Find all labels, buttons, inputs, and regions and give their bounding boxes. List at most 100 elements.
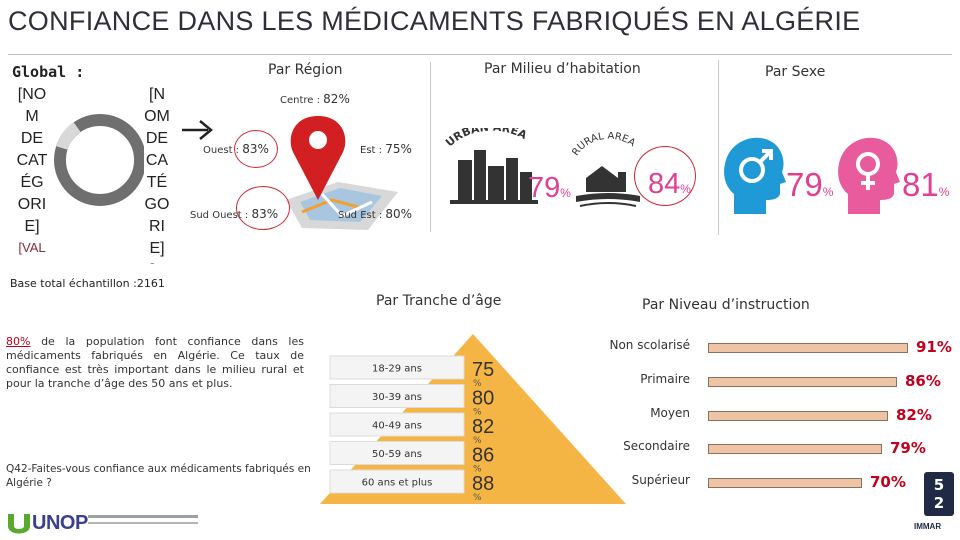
education-category-label: Secondaire [623,439,690,454]
education-bar [708,343,908,353]
global-right-line: OM [144,108,170,125]
region-sudouest: Sud Ouest : 83% [190,207,279,221]
global-right-line: RI [149,218,165,235]
urban-value-number: 79 [528,172,561,204]
age-bar [329,384,465,408]
education-value-label: 82% [896,405,932,424]
region-est-value: 75% [385,142,412,156]
region-sudest-name: Sud Est [338,210,376,221]
milieu-heading: Par Milieu d’habitation [484,61,641,77]
global-left-value-line: EUR] [8,258,56,259]
age-row: 60 ans et plus 88% [329,469,494,503]
age-row: 18-29 ans 75% [329,355,494,389]
title-divider [8,54,952,55]
age-value-label: 80 [472,388,494,410]
arrow-icon [182,120,213,140]
education-value-label: 70% [870,473,906,492]
age-value-unit: % [473,465,482,475]
region-centre-name: Centre [280,95,314,106]
male-head-icon [724,137,786,214]
region-divider [430,62,431,232]
region-ouest: Ouest : 83% [203,142,269,156]
region-sudouest-circle [236,186,290,230]
education-category-label: Primaire [640,371,690,386]
education-value-label: 79% [890,439,926,458]
age-value-unit: % [473,493,482,503]
donut-gap [56,122,81,151]
age-value-unit: % [473,379,482,389]
global-left-line: ORI [17,196,47,213]
global-left-line: ÉG [20,174,44,191]
region-sudest: Sud Est : 80% [338,207,413,221]
summary-body: de la population font confiance dans les… [6,335,304,390]
page-number-digit-2: 2 [933,494,945,512]
age-value-label: 86 [472,445,494,467]
region-est: Est : 75% [360,142,412,156]
global-label: Global : [12,63,85,81]
rural-area-sign: RURAL AREA [572,132,637,158]
age-category-label: 60 ans et plus [362,478,433,489]
page-number-digit-1: 5 [933,476,945,494]
global-left-lines: [NO M DE CAT ÉG ORI E] [8,84,56,238]
global-right-line: CA [145,152,169,169]
education-bar [708,478,862,489]
page-number-box: 5 2 [924,472,954,516]
education-chart: Non scolarisé 91% Primaire 86% Moyen 82% Secon… [590,330,951,500]
education-bar [708,444,882,455]
age-value-unit: % [473,436,482,446]
female-value: 81% [902,166,949,204]
global-right-line: [V [132,260,182,264]
age-row: 30-39 ans 80% [329,384,494,418]
education-category-label: Supérieur [631,473,690,488]
region-centre-value: 82% [323,92,350,106]
male-value-unit: % [822,185,834,199]
region-ouest-name: Ouest [203,145,233,156]
global-right-line: GO [144,196,170,213]
base-total: Base total échantillon :2161 [10,277,165,290]
education-value-label: 86% [905,371,941,390]
age-bar [329,441,465,465]
global-left-line: M [25,108,39,125]
rural-value-number: 84 [648,168,681,200]
global-left-line: [NO [17,86,47,103]
age-bar [329,355,465,380]
age-value-label: 82 [472,416,494,438]
donut-ring [54,114,144,206]
education-bar [708,410,888,421]
region-sudouest-value: 83% [251,207,279,221]
rural-value: 84% [648,168,691,201]
region-est-name: Est [360,145,376,156]
rural-area-icon: RURAL AREA [572,132,640,207]
region-ouest-value: 83% [242,142,269,156]
education-value-label: 91% [916,338,952,356]
sexe-heading: Par Sexe [765,64,826,80]
global-right-line: E] [149,240,165,257]
global-right-category: [N OM DE CA TÉ GO RI E] [V [132,84,182,264]
global-left-line: CAT [16,152,48,169]
global-left-value: [VAL EUR] [8,238,56,259]
global-left-line: E] [24,218,40,235]
urban-value: 79% [528,172,571,205]
age-value-unit: % [473,408,482,418]
global-left-value-line: [VAL [18,240,46,255]
rural-value-unit: % [680,182,691,196]
summary-text: 80% de la population font confiance dans… [6,335,304,391]
female-value-number: 81 [902,166,939,203]
age-pyramid-chart: 18-29 ans 75%30-39 ans 80%40-49 ans 82%50-5… [320,334,626,504]
female-value-unit: % [938,185,950,199]
page-title: CONFIANCE DANS LES MÉDICAMENTS FABRIQUÉS… [8,6,861,36]
global-donut [54,114,144,206]
education-heading: Par Niveau d’instruction [642,297,810,313]
region-sudest-value: 80% [385,207,413,221]
age-category-label: 30-39 ans [372,392,422,403]
unop-logo-icon [8,514,30,534]
education-bar [708,376,897,387]
age-category-label: 50-59 ans [372,449,422,460]
unop-logo-text: UNOP [32,512,88,534]
global-left-category: [NO M DE CAT ÉG ORI E] [VAL EUR] [8,84,56,259]
age-bar [329,412,465,437]
region-sudouest-name: Sud Ouest [190,210,242,221]
immar-logo: IMMAR [914,522,942,531]
education-category-label: Moyen [650,405,690,420]
urban-area-icon: URBAN AREA [443,128,538,204]
